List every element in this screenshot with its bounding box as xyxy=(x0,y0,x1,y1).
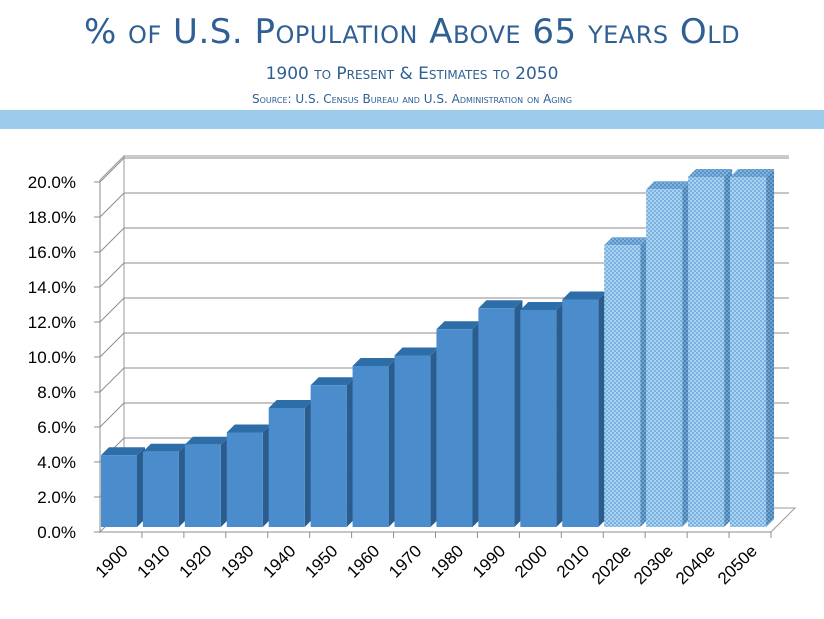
bar xyxy=(729,169,775,527)
bar-top xyxy=(142,443,187,452)
bar xyxy=(646,181,691,527)
bar xyxy=(100,447,146,527)
bar-front xyxy=(100,455,138,527)
bar-front xyxy=(562,299,599,527)
x-tick-label: 1970 xyxy=(385,541,425,581)
header-band xyxy=(0,110,824,129)
bar-front xyxy=(646,189,683,527)
bar-side xyxy=(766,169,775,527)
bar-top xyxy=(226,424,271,433)
bar-front xyxy=(604,245,641,527)
bar-front xyxy=(729,177,767,527)
y-tick-label: 6.0% xyxy=(37,418,76,437)
bar-top xyxy=(604,237,649,246)
bar-top xyxy=(478,300,523,309)
x-tick-label: 1960 xyxy=(343,541,383,581)
x-tick-label: 1920 xyxy=(175,541,215,581)
x-tick-label: 2000 xyxy=(511,541,551,581)
bar-front xyxy=(394,355,431,527)
bar-top xyxy=(729,169,775,177)
axis-layer xyxy=(94,180,772,538)
bar xyxy=(436,321,481,527)
chart-title: % of U.S. Population Above 65 years Old xyxy=(83,12,741,52)
bar xyxy=(562,291,607,527)
y-tick-label: 12.0% xyxy=(28,313,76,332)
bar xyxy=(520,302,565,527)
gridline xyxy=(99,192,789,218)
bar-layer xyxy=(100,169,775,527)
bar-top xyxy=(688,169,733,177)
bar-front xyxy=(688,177,725,527)
bar xyxy=(226,424,271,527)
x-tick-label: 1950 xyxy=(301,541,341,581)
bar-front xyxy=(520,310,557,527)
bar-front xyxy=(226,432,263,527)
y-tick-label: 16.0% xyxy=(28,243,76,262)
x-tick-label: 2010 xyxy=(553,541,593,581)
x-tick-label: 1980 xyxy=(427,541,467,581)
bar-front xyxy=(310,385,347,527)
bar xyxy=(478,300,523,527)
x-tick-label: 1930 xyxy=(217,541,257,581)
x-tick-label: 2040e xyxy=(672,541,719,588)
chart-subtitle: 1900 to Present & Estimates to 2050 xyxy=(265,64,559,84)
bar-top xyxy=(310,377,355,386)
y-tick-label: 10.0% xyxy=(28,348,76,367)
y-tick-label: 0.0% xyxy=(37,523,76,542)
bar-top xyxy=(646,181,691,190)
y-tick-label: 4.0% xyxy=(37,453,76,472)
x-tick-label: 1940 xyxy=(259,541,299,581)
bar-top xyxy=(436,321,481,330)
bar-front xyxy=(478,308,515,527)
bar xyxy=(352,358,397,527)
bar-front xyxy=(184,444,221,527)
bar-top xyxy=(268,400,313,408)
bar-front xyxy=(142,451,179,527)
chart-source: Source: U.S. Census Bureau and U.S. Admi… xyxy=(251,92,573,106)
y-tick-label: 18.0% xyxy=(28,208,76,227)
bar xyxy=(310,377,355,527)
x-tick-label: 2030e xyxy=(630,541,677,588)
y-tick-label: 14.0% xyxy=(28,278,76,297)
bar-front xyxy=(268,408,305,527)
bar-front xyxy=(436,329,473,527)
bar-top xyxy=(352,358,397,366)
bar xyxy=(184,436,229,527)
x-tick-label: 2020e xyxy=(588,541,635,588)
x-tick-label: 2050e xyxy=(714,541,761,588)
bar xyxy=(394,347,439,527)
x-tick-label: 1900 xyxy=(92,541,132,581)
gridline xyxy=(99,157,789,183)
bar-top xyxy=(562,291,607,300)
y-tick-label: 8.0% xyxy=(37,383,76,402)
y-tick-label: 20.0% xyxy=(28,173,76,192)
bar xyxy=(604,237,649,527)
bar-top xyxy=(100,447,146,456)
bar-top xyxy=(184,436,229,445)
bar xyxy=(142,443,187,527)
gridline xyxy=(99,262,789,288)
gridline xyxy=(99,227,789,253)
x-tick-label: 1990 xyxy=(469,541,509,581)
bar-top xyxy=(520,302,565,310)
bar-front xyxy=(352,366,389,527)
bar xyxy=(688,169,733,527)
y-tick-label: 2.0% xyxy=(37,488,76,507)
x-tick-label: 1910 xyxy=(134,541,174,581)
bar-top xyxy=(394,347,439,356)
bar xyxy=(268,400,313,527)
